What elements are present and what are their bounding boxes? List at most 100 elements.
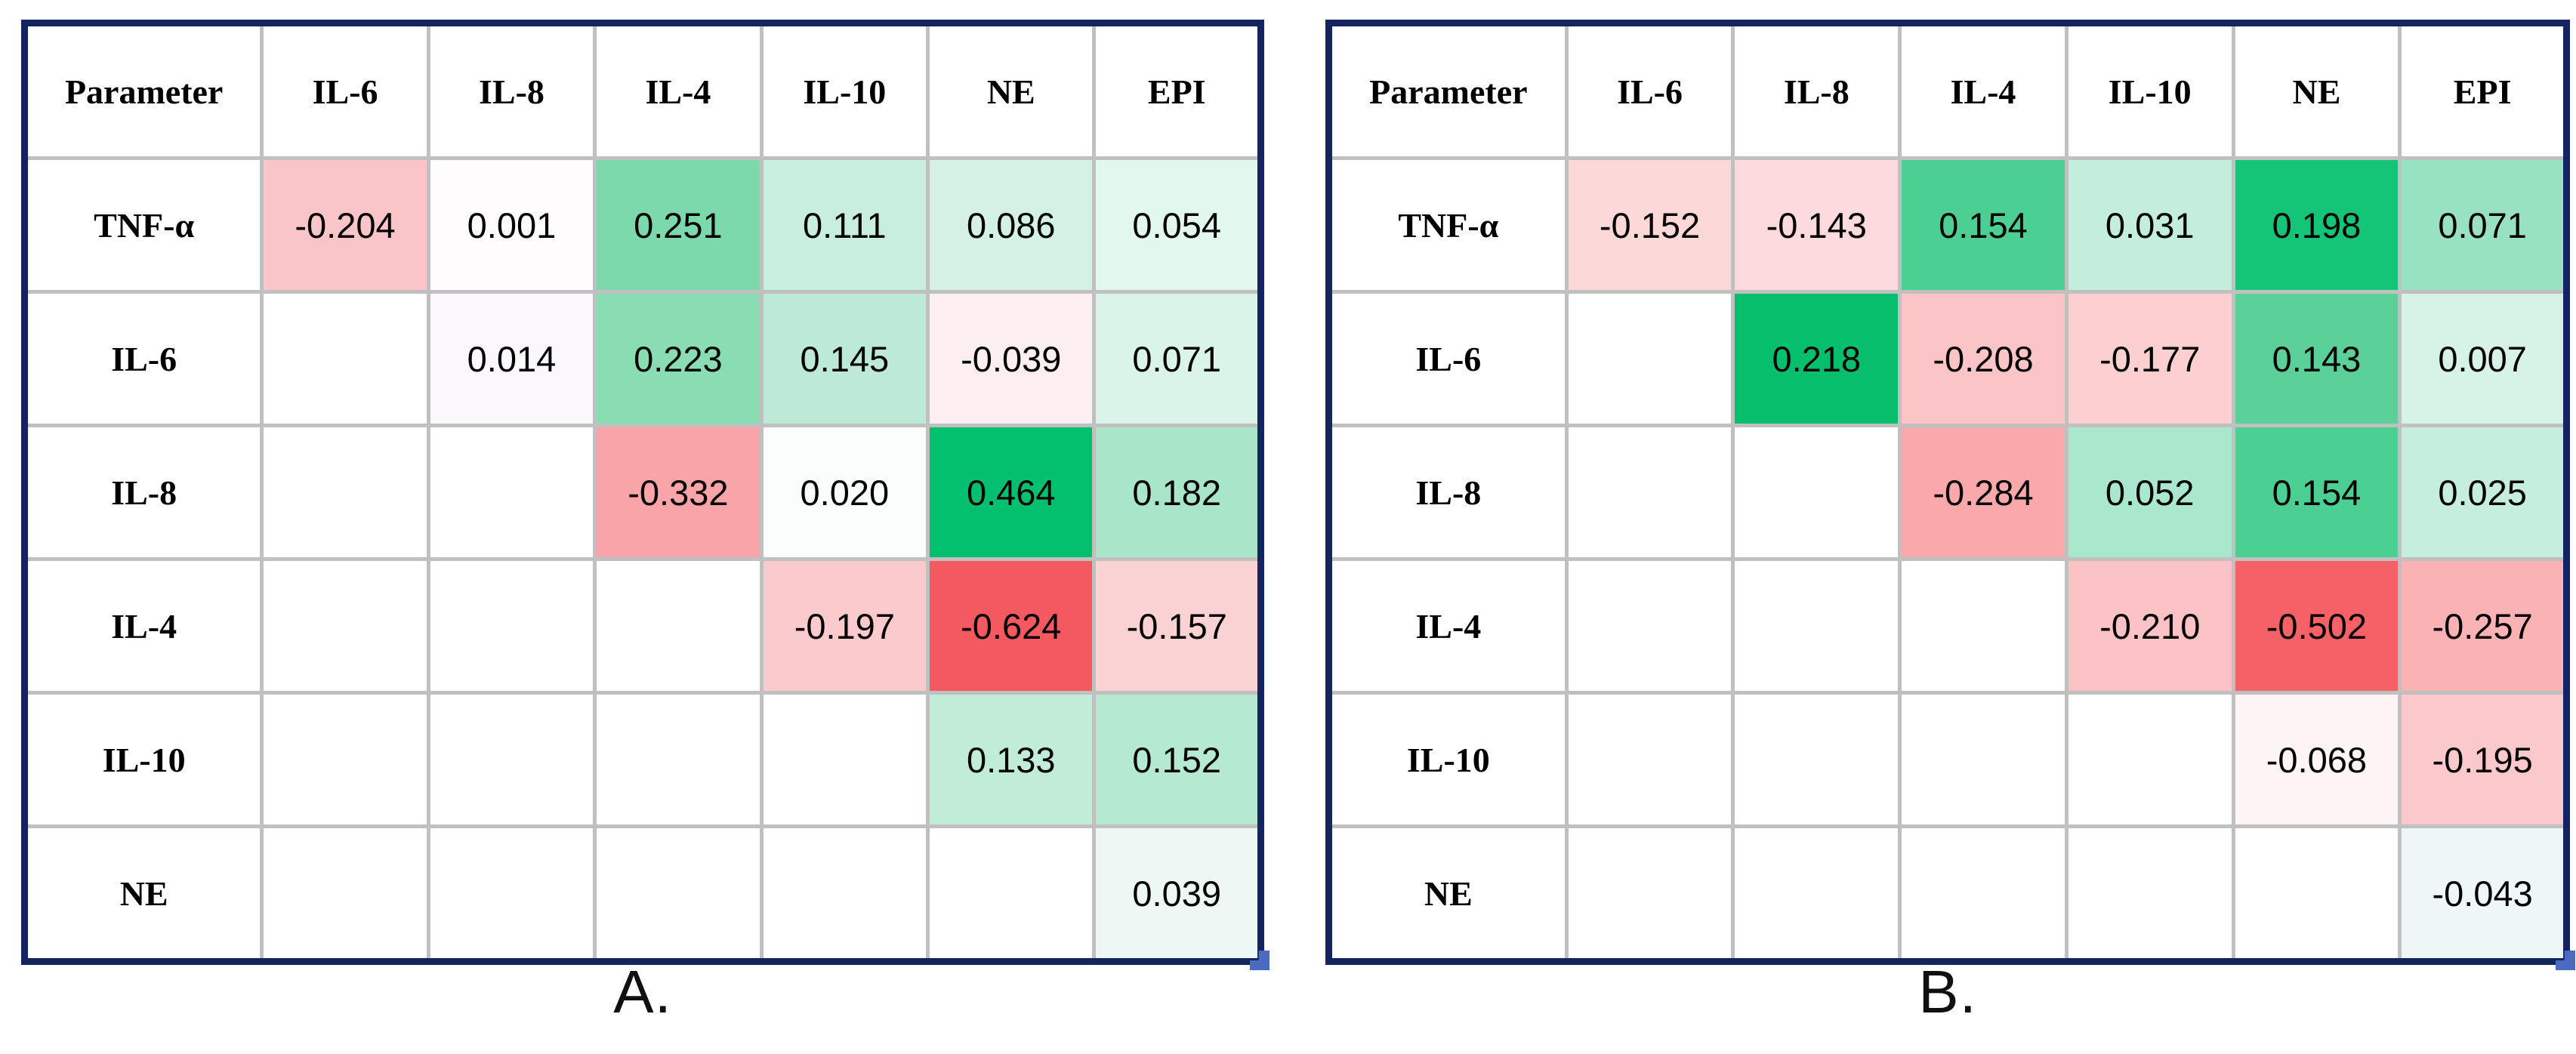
corr-cell: 0.152 — [1092, 691, 1263, 828]
column-header: IL-8 — [426, 21, 597, 160]
empty-cell — [426, 824, 597, 963]
header-row: Parameter IL-6 IL-8 IL-4 IL-10 NE EPI — [1327, 21, 2568, 160]
row-label: IL-10 — [22, 691, 264, 828]
row-label: NE — [1327, 824, 1569, 963]
empty-cell — [759, 824, 930, 963]
corr-cell: -0.208 — [1898, 290, 2069, 427]
corr-cell: 0.071 — [1092, 290, 1263, 427]
empty-cell — [260, 290, 430, 427]
corr-cell: -0.152 — [1564, 156, 1735, 294]
corr-cell: 0.223 — [593, 290, 764, 427]
empty-cell — [1898, 691, 2069, 828]
row-label: TNF-α — [22, 156, 264, 294]
empty-cell — [426, 691, 597, 828]
empty-cell — [1564, 290, 1735, 427]
panel-a: Parameter IL-6 IL-8 IL-4 IL-10 NE EPI TNF-α -0.2… — [21, 20, 1269, 970]
row-label: IL-4 — [22, 557, 264, 695]
corr-cell: -0.039 — [926, 290, 1097, 427]
column-header: IL-10 — [2064, 21, 2235, 160]
empty-cell — [1731, 557, 1902, 695]
corr-cell: 0.071 — [2398, 156, 2568, 294]
corr-cell: 0.039 — [1092, 824, 1263, 963]
corr-cell: 0.218 — [1731, 290, 1902, 427]
corr-cell: -0.197 — [759, 557, 930, 695]
table-row: IL-6 0.218 -0.208 -0.177 0.143 0.007 — [1327, 290, 2568, 427]
row-label: IL-10 — [1327, 691, 1569, 828]
corr-cell: -0.204 — [260, 156, 430, 294]
corr-cell: -0.157 — [1092, 557, 1263, 695]
empty-cell — [426, 557, 597, 695]
corr-cell: 0.198 — [2231, 156, 2402, 294]
row-label: NE — [22, 824, 264, 963]
corr-cell: -0.177 — [2064, 290, 2235, 427]
row-label: TNF-α — [1327, 156, 1569, 294]
empty-cell — [2064, 824, 2235, 963]
empty-cell — [1898, 557, 2069, 695]
corr-cell: 0.086 — [926, 156, 1097, 294]
corr-cell: 0.020 — [759, 424, 930, 561]
empty-cell — [593, 557, 764, 695]
corr-cell: 0.133 — [926, 691, 1097, 828]
corr-cell: 0.145 — [759, 290, 930, 427]
table-row: TNF-α -0.204 0.001 0.251 0.111 0.086 0.054 — [22, 156, 1263, 294]
corr-cell: 0.007 — [2398, 290, 2568, 427]
column-header: IL-4 — [593, 21, 764, 160]
corr-cell: 0.054 — [1092, 156, 1263, 294]
corr-cell: -0.043 — [2398, 824, 2568, 963]
column-header: NE — [2231, 21, 2402, 160]
empty-cell — [260, 557, 430, 695]
empty-cell — [1564, 691, 1735, 828]
corr-cell: -0.210 — [2064, 557, 2235, 695]
table-row: IL-6 0.014 0.223 0.145 -0.039 0.071 — [22, 290, 1263, 427]
table-row: IL-4 -0.210 -0.502 -0.257 — [1327, 557, 2568, 695]
column-header: EPI — [1092, 21, 1263, 160]
corr-cell: 0.154 — [1898, 156, 2069, 294]
row-label: IL-8 — [1327, 424, 1569, 561]
corr-cell: -0.332 — [593, 424, 764, 561]
row-label: IL-6 — [22, 290, 264, 427]
empty-cell — [759, 691, 930, 828]
panel-a-label: A. — [613, 958, 672, 1025]
corr-cell: -0.257 — [2398, 557, 2568, 695]
empty-cell — [2064, 691, 2235, 828]
empty-cell — [1564, 557, 1735, 695]
corr-cell: 0.052 — [2064, 424, 2235, 561]
empty-cell — [593, 824, 764, 963]
column-header: EPI — [2398, 21, 2568, 160]
empty-cell — [593, 691, 764, 828]
column-header: IL-4 — [1898, 21, 2069, 160]
table-row: IL-10 0.133 0.152 — [22, 691, 1263, 828]
column-header: IL-6 — [1564, 21, 1735, 160]
empty-cell — [1564, 824, 1735, 963]
corr-cell: 0.014 — [426, 290, 597, 427]
corr-cell: 0.111 — [759, 156, 930, 294]
corr-cell: -0.068 — [2231, 691, 2402, 828]
table-row: IL-8 -0.284 0.052 0.154 0.025 — [1327, 424, 2568, 561]
empty-cell — [1898, 824, 2069, 963]
corr-cell: 0.154 — [2231, 424, 2402, 561]
header-row: Parameter IL-6 IL-8 IL-4 IL-10 NE EPI — [22, 21, 1263, 160]
panel-b-label: B. — [1918, 958, 1977, 1025]
corr-cell: -0.143 — [1731, 156, 1902, 294]
empty-cell — [1731, 691, 1902, 828]
corr-cell: 0.182 — [1092, 424, 1263, 561]
row-label: IL-8 — [22, 424, 264, 561]
column-header: IL-8 — [1731, 21, 1902, 160]
row-label: IL-6 — [1327, 290, 1569, 427]
empty-cell — [426, 424, 597, 561]
panel-a-table-wrap: Parameter IL-6 IL-8 IL-4 IL-10 NE EPI TNF-α -0.2… — [21, 20, 1269, 970]
corr-cell: 0.251 — [593, 156, 764, 294]
empty-cell — [2231, 824, 2402, 963]
empty-cell — [260, 424, 430, 561]
parameter-header: Parameter — [1327, 21, 1569, 160]
empty-cell — [1564, 424, 1735, 561]
parameter-header: Parameter — [22, 21, 264, 160]
table-row: IL-8 -0.332 0.020 0.464 0.182 — [22, 424, 1263, 561]
corr-cell: 0.143 — [2231, 290, 2402, 427]
corr-cell: 0.031 — [2064, 156, 2235, 294]
corr-cell: -0.195 — [2398, 691, 2568, 828]
correlation-table-b: Parameter IL-6 IL-8 IL-4 IL-10 NE EPI TNF-α -0.1… — [1325, 20, 2570, 965]
corr-cell: -0.624 — [926, 557, 1097, 695]
correlation-table-a: Parameter IL-6 IL-8 IL-4 IL-10 NE EPI TNF-α -0.2… — [21, 20, 1264, 965]
